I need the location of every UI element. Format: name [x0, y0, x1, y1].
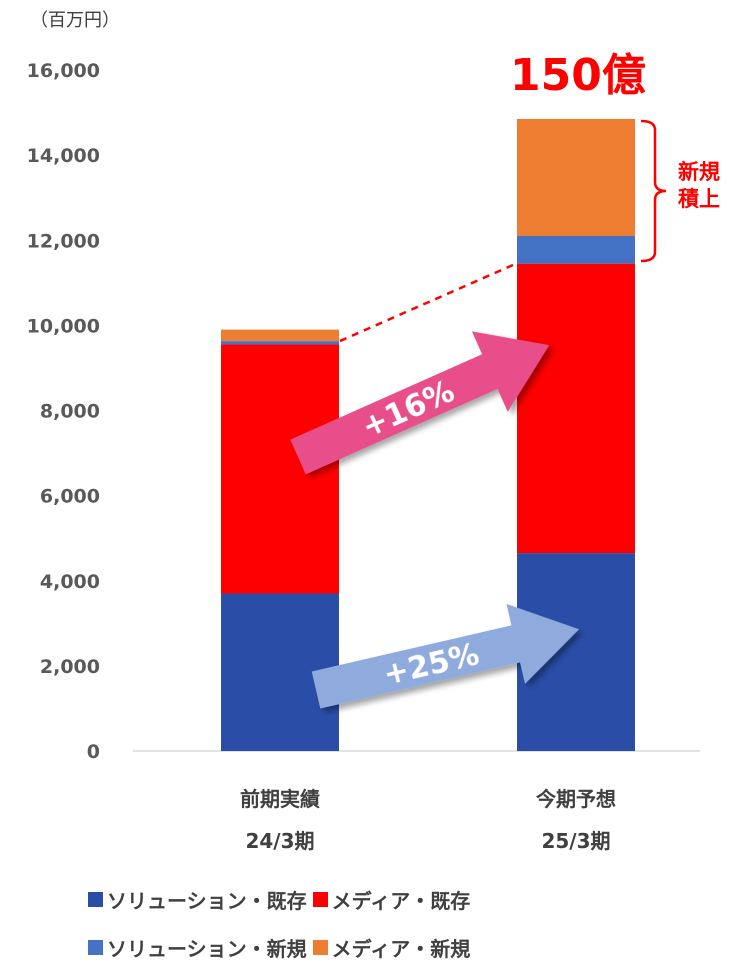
- bar-segment-1-4: [221, 329, 339, 342]
- y-axis: 0 2,000 4,000 6,000 8,000 10,000 12,000 14,000 1…: [27, 60, 100, 763]
- legend-item-media-new: メディア・新規: [312, 933, 471, 962]
- y-tick-label: 10,000: [27, 315, 100, 337]
- x-axis-labels: 前期実績 24/3期 今期予想 25/3期: [240, 787, 616, 853]
- bar-segment-1-2: [221, 344, 339, 594]
- legend-row-2: ソリューション・新規 メディア・新規: [88, 933, 476, 962]
- legend-item-solution-existing: ソリューション・既存: [88, 885, 307, 914]
- y-tick-label: 0: [87, 741, 100, 763]
- category-sublabel: 25/3期: [541, 829, 610, 853]
- legend-label: メディア・新規: [331, 937, 471, 961]
- bar-segment-2-3: [517, 235, 635, 264]
- legend-swatch: [312, 892, 328, 907]
- bar-segment-2-2: [517, 263, 635, 554]
- bars: [221, 118, 635, 751]
- bar-segment-1-3: [221, 341, 339, 345]
- category-label: 今期予想: [536, 787, 616, 811]
- legend-item-solution-new: ソリューション・新規: [88, 933, 307, 962]
- legend-label: ソリューション・新規: [107, 937, 307, 961]
- media-growth-label: +16%: [357, 374, 460, 445]
- bar-segment-2-4: [517, 118, 635, 236]
- category-label: 前期実績: [240, 787, 320, 811]
- connector-dashed-line: [339, 263, 514, 343]
- category-sublabel: 24/3期: [245, 829, 314, 853]
- legend-label: メディア・既存: [331, 889, 471, 913]
- y-tick-label: 8,000: [40, 401, 100, 423]
- total-annotation: 150億: [510, 50, 646, 101]
- new-business-bracket: [640, 119, 667, 263]
- y-tick-label: 12,000: [27, 230, 100, 252]
- y-tick-label: 4,000: [40, 571, 100, 593]
- unit-label: （百万円）: [30, 10, 120, 31]
- new-business-label-line2: 積上: [678, 187, 720, 211]
- legend-item-media-existing: メディア・既存: [312, 885, 471, 914]
- legend-swatch: [88, 892, 103, 907]
- new-business-label-line1: 新規: [678, 160, 720, 184]
- legend-swatch: [88, 940, 103, 955]
- y-tick-label: 14,000: [27, 145, 100, 167]
- y-tick-label: 2,000: [40, 656, 100, 678]
- y-tick-label: 16,000: [27, 60, 100, 82]
- legend-label: ソリューション・既存: [107, 889, 307, 913]
- y-tick-label: 6,000: [40, 486, 100, 508]
- stacked-bar-chart: （百万円） 0 2,000 4,000 6,000 8,000 10,000 12,000 1…: [27, 10, 720, 853]
- legend-row-1: ソリューション・既存 メディア・既存: [88, 885, 476, 914]
- legend-swatch: [312, 940, 328, 955]
